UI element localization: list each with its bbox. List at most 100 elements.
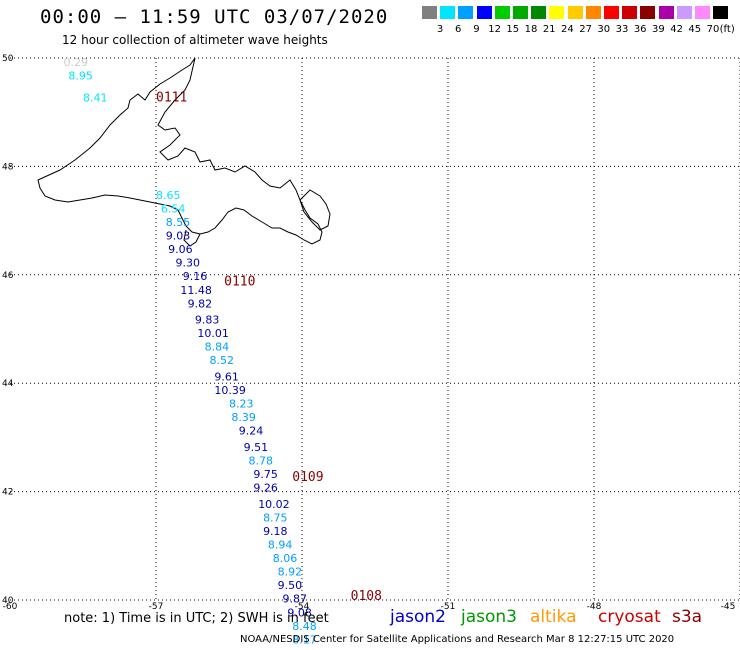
swh-value: 8.06 (273, 552, 298, 565)
legend-label: 24 (561, 24, 574, 35)
swh-value: 9.16 (183, 270, 208, 283)
swh-value: 9.83 (195, 314, 220, 327)
lat-label: 44 (2, 379, 14, 389)
newfoundland-coast (37, 57, 323, 245)
swh-value: 0.29 (64, 56, 89, 69)
swh-value: 9.75 (253, 468, 277, 481)
swh-value: 9.18 (263, 525, 288, 538)
swh-value: 8.17 (292, 633, 317, 646)
legend-swatch (604, 6, 619, 19)
swh-value: 10.02 (258, 498, 290, 511)
swh-value: 8.41 (83, 91, 108, 104)
swh-value: 11.48 (180, 284, 212, 297)
legend-label: 6 (455, 24, 462, 35)
swh-value: 10.01 (197, 327, 229, 340)
swh-value: 8.55 (166, 216, 191, 229)
swh-value: 10.39 (214, 384, 246, 397)
map-subtitle: 12 hour collection of altimeter wave hei… (62, 33, 328, 47)
lat-label: 48 (2, 162, 14, 172)
lat-label: 40 (2, 596, 14, 606)
legend-swatch (494, 6, 510, 19)
swh-value: 6.54 (161, 202, 186, 215)
lon-label: -54 (295, 602, 310, 612)
legend-label: (ft) (719, 24, 735, 35)
swh-value: 9.03 (166, 230, 191, 243)
lon-label: -60 (3, 602, 18, 612)
coastline (37, 57, 331, 247)
footer-credit: NOAA/NESDIS Center for Satellite Applica… (240, 634, 675, 645)
lat-label: 50 (2, 54, 14, 64)
legend-swatch (422, 6, 437, 19)
pass-id: 0111 (156, 90, 187, 105)
swh-value: 8.94 (268, 539, 293, 552)
burin-peninsula (183, 229, 201, 247)
swh-value: 8.78 (248, 455, 273, 468)
swh-value: 9.06 (168, 243, 193, 256)
swh-value: 8.95 (68, 70, 93, 83)
legend-swatch (513, 6, 528, 19)
legend-label: 30 (597, 24, 611, 35)
legend-swatch (676, 6, 692, 19)
legend-label: 18 (524, 24, 538, 35)
legend-label: 42 (670, 24, 683, 35)
swh-value: 8.23 (229, 398, 254, 411)
swh-value: 9.26 (253, 482, 277, 495)
legend-label: 27 (579, 24, 592, 35)
legend-swatch (622, 6, 638, 19)
swh-value: 8.75 (263, 511, 288, 524)
altimeter-track: 0.298.95 8.41 8.656.548.559.039.069.309.16… (64, 56, 317, 646)
swh-value: 9.61 (214, 370, 239, 383)
legend-swatch (531, 6, 547, 19)
legend-label: 3 (436, 24, 444, 35)
legend-swatch (658, 6, 674, 19)
legend-swatch (440, 6, 456, 19)
swh-value: 9.24 (239, 425, 264, 438)
swh-value: 9.08 (287, 606, 312, 619)
lat-lon-grid: 50 48 46 44 42 40-60 -57 -54 -51 -48 -45 (2, 54, 740, 612)
lat-label: 42 (2, 488, 13, 498)
swh-value: 8.65 (156, 189, 181, 202)
legend-swatch (695, 6, 710, 19)
legend-label: 21 (542, 24, 556, 35)
swh-value: 8.84 (205, 341, 230, 354)
legend-swatch (640, 6, 656, 19)
swh-value: 9.82 (188, 297, 213, 310)
mission-s3a: s3a (672, 607, 703, 627)
footer-note: note: 1) Time is in UTC; 2) SWH is in fe… (64, 611, 329, 626)
avalon-peninsula (299, 189, 331, 231)
pass-ids: 0111 0110 0109 0108 (156, 90, 382, 604)
legend-swatch (567, 6, 583, 19)
legend-swatch (549, 6, 565, 19)
swh-value: 8.39 (231, 411, 256, 424)
mission-cryosat: cryosat (598, 607, 661, 627)
swh-value: 9.51 (244, 441, 269, 454)
legend-swatch (585, 6, 601, 19)
mission-jason2: jason2 (390, 607, 446, 627)
map-title: 00:00 – 11:59 UTC 03/07/2020 (40, 6, 389, 28)
lon-label: -51 (441, 602, 456, 612)
pass-id: 0109 (292, 470, 323, 485)
legend-label: 33 (615, 24, 629, 35)
legend-label: 9 (473, 24, 480, 35)
mission-jason3: jason3 (461, 607, 517, 627)
mission-altika: altika (530, 607, 577, 627)
legend-label: 12 (488, 24, 501, 35)
lat-label: 46 (2, 271, 14, 281)
legend-label: 15 (506, 24, 520, 35)
swh-value: 8.48 (292, 620, 317, 633)
lon-label: -48 (587, 602, 602, 612)
legend-label: 45 (688, 24, 702, 35)
legend-label: 36 (633, 24, 647, 35)
swh-value: 9.30 (175, 257, 200, 270)
pass-id: 0108 (351, 589, 382, 604)
legend-swatch (458, 6, 474, 19)
legend-label: 70 (706, 24, 720, 35)
legend-swatch (476, 6, 492, 19)
legend-swatch (713, 6, 729, 19)
swh-value: 9.50 (278, 579, 303, 592)
pass-id: 0110 (224, 275, 255, 290)
swh-value: 8.92 (278, 566, 303, 579)
lon-label: -45 (721, 602, 736, 612)
lon-label: -57 (149, 602, 164, 612)
